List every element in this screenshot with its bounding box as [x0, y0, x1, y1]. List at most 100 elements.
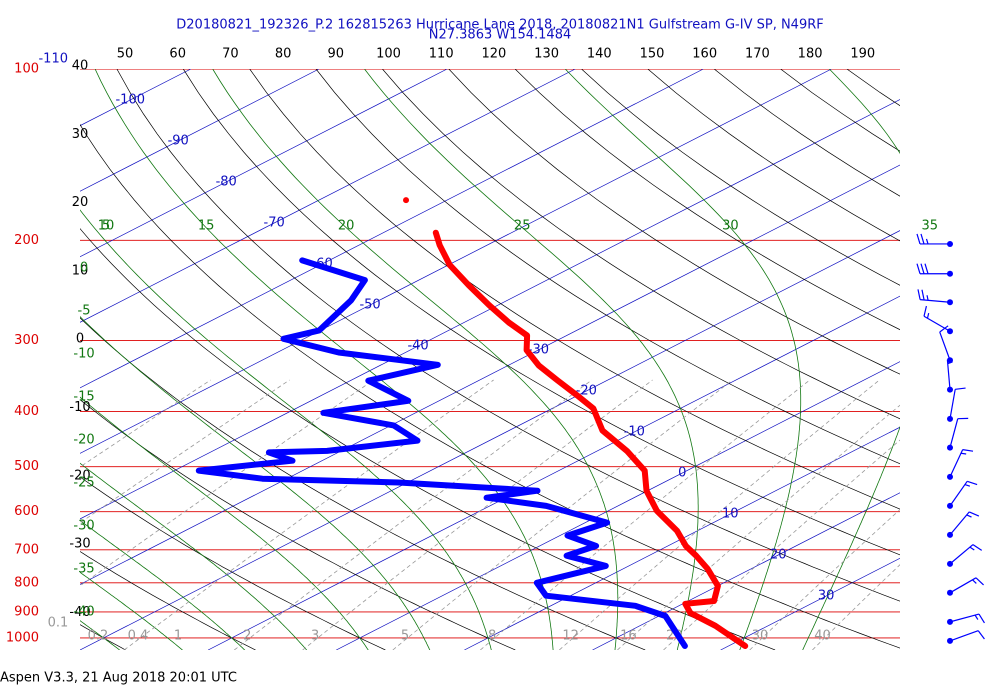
dry-adiabat-label: 170 — [745, 47, 770, 62]
isotherm — [80, 69, 576, 323]
dry-adiabat-label: 40 — [72, 59, 89, 74]
moist-adiabat-label: -25 — [73, 476, 94, 491]
barb-tick — [967, 480, 978, 486]
dry-adiabat — [315, 69, 900, 465]
moist-adiabat-label: -5 — [78, 304, 91, 319]
barb-tick — [969, 511, 980, 517]
mixing-ratio-label: 8 — [488, 629, 496, 644]
dry-adiabat-label: 20 — [72, 195, 89, 210]
barb-half-tick — [966, 514, 972, 518]
wind-barb — [947, 387, 966, 422]
dry-adiabat-label: 0 — [76, 332, 84, 347]
dry-adiabat-label: 160 — [692, 47, 717, 62]
mixing-ratio-label: 1 — [174, 629, 182, 644]
moist-adiabat-label: 0 — [80, 261, 88, 276]
moist-adiabat — [80, 396, 369, 650]
mixing-ratio-label: 0.1 — [48, 616, 69, 631]
wind-barb — [947, 417, 969, 451]
mixing-ratio-line — [392, 379, 733, 650]
mixing-ratio-line — [812, 564, 900, 650]
barb-shaft — [949, 480, 968, 507]
isotherm — [592, 492, 900, 650]
isotherm-label: -10 — [624, 425, 645, 440]
wind-barb — [947, 449, 974, 480]
profile-line — [195, 257, 688, 649]
barb-shaft — [920, 299, 951, 303]
dry-adiabat-label: 120 — [481, 47, 506, 62]
barb-tick — [975, 577, 984, 586]
isotherm — [464, 426, 900, 650]
isotherm-label: -90 — [168, 134, 189, 149]
wind-barb — [916, 233, 953, 247]
isotherm — [336, 361, 900, 650]
mixing-ratio-line — [663, 439, 900, 650]
barb-tick — [924, 263, 929, 274]
moist-adiabat — [80, 209, 492, 650]
mixing-ratio-label: 40 — [814, 629, 831, 644]
dry-adiabat — [80, 123, 900, 649]
isotherm-label: -50 — [359, 298, 380, 313]
moist-adiabat-label: 30 — [722, 219, 739, 234]
pressure-label: 700 — [14, 542, 39, 557]
barb-shaft — [949, 544, 974, 565]
barb-shaft — [949, 630, 979, 642]
barb-shaft — [923, 315, 951, 332]
dry-adiabat-label: -10 — [69, 400, 90, 415]
isotherm-label: 10 — [722, 507, 739, 522]
dry-adiabat-label: -20 — [69, 468, 90, 483]
footer: Aspen V3.3, 21 Aug 2018 20:01 UTC — [0, 671, 237, 686]
diagram-labels: 1002003004005006007008009001000-110-100-… — [6, 47, 938, 646]
dry-adiabat-label: 130 — [534, 47, 559, 62]
barb-shaft — [946, 359, 951, 390]
pressure-label: 400 — [14, 404, 39, 419]
barb-tick — [921, 289, 925, 301]
mixing-ratio-line — [80, 379, 211, 468]
mixing-ratio-label: 12 — [562, 629, 579, 644]
dry-adiabat-label: 110 — [429, 47, 454, 62]
barb-shaft — [949, 389, 956, 419]
isotherm — [80, 69, 320, 192]
isotherm-label: 0 — [678, 466, 686, 481]
dry-adiabat — [382, 69, 900, 420]
barb-half-tick — [964, 484, 971, 487]
dry-adiabat-label: -30 — [69, 537, 90, 552]
mixing-ratio-line — [480, 379, 811, 650]
moist-adiabat — [80, 316, 431, 650]
wind-barb — [947, 480, 978, 509]
barb-shaft — [939, 331, 951, 361]
barb-tick — [916, 263, 921, 274]
dry-adiabat-label: 190 — [850, 47, 875, 62]
isotherm-label: -40 — [407, 339, 428, 354]
mixing-ratio-line — [123, 379, 494, 650]
barb-tick — [917, 289, 921, 300]
dry-adiabat — [80, 317, 646, 650]
barb-tick — [920, 233, 925, 245]
dry-adiabat-label: 60 — [169, 47, 186, 62]
moist-adiabat — [80, 519, 246, 650]
wind-barb — [947, 613, 985, 625]
moist-adiabat-label: -15 — [73, 390, 94, 405]
mixing-ratio-label: 0.4 — [128, 629, 149, 644]
mixing-ratio-line — [234, 379, 593, 650]
isotherm-label: -100 — [115, 93, 145, 108]
dry-adiabat — [514, 69, 900, 331]
mixing-ratio-line — [80, 379, 374, 587]
barb-tick — [977, 630, 985, 640]
isotherm-label: 20 — [770, 548, 787, 563]
isotherm-label: -70 — [264, 216, 285, 231]
profile-point — [403, 197, 410, 204]
pressure-label: 500 — [14, 459, 39, 474]
barb-tick — [955, 387, 966, 390]
dry-adiabat-label: 150 — [640, 47, 665, 62]
wind-barb — [916, 263, 953, 277]
moist-adiabat-label: -40 — [73, 605, 94, 620]
moist-adiabat — [564, 69, 802, 650]
wind-barb — [947, 511, 980, 538]
isotherm — [80, 69, 448, 258]
dry-adiabat-label: 140 — [587, 47, 612, 62]
dry-adiabat — [116, 69, 900, 602]
isotherm — [80, 164, 900, 585]
pressure-label: 200 — [14, 233, 39, 248]
isotherm — [80, 69, 704, 389]
